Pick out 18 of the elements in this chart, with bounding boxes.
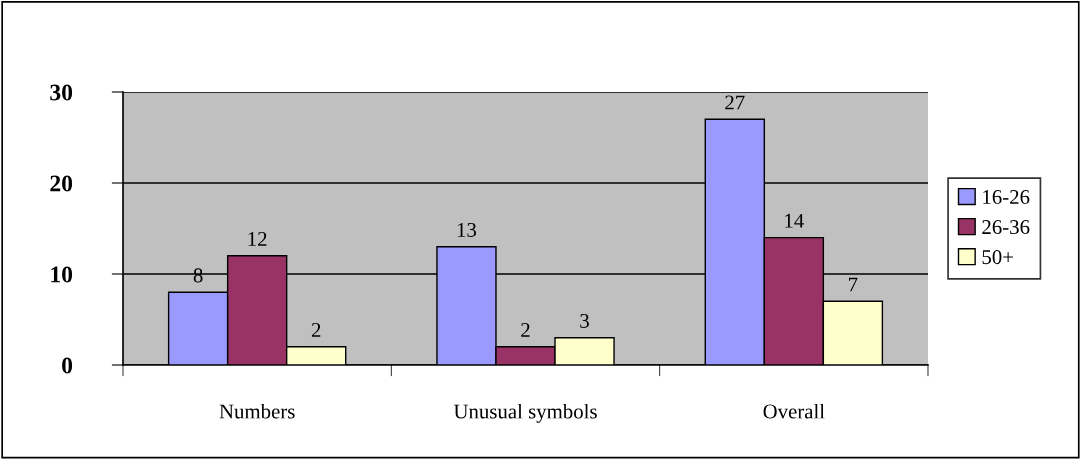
legend-label: 26-36 [982,220,1030,235]
data-label: 2 [311,323,321,337]
data-label: 13 [457,222,477,237]
data-label: 3 [580,313,589,328]
x-tick-label: Unusual symbols [453,403,597,423]
data-label: 2 [521,323,530,337]
data-label: 14 [785,213,804,228]
data-label: 27 [725,95,745,110]
y-tick-label: 0 [62,357,73,374]
data-label: 12 [248,232,267,246]
x-tick-label: Overall [763,403,825,419]
legend-label: 50+ [982,250,1013,265]
x-tick-label: Numbers [219,403,295,419]
y-tick-label: 30 [50,84,73,101]
y-tick-label: 20 [50,175,73,192]
y-tick-label: 10 [51,266,73,283]
legend-label: 16-26 [983,190,1030,205]
data-label: 7 [849,277,858,292]
